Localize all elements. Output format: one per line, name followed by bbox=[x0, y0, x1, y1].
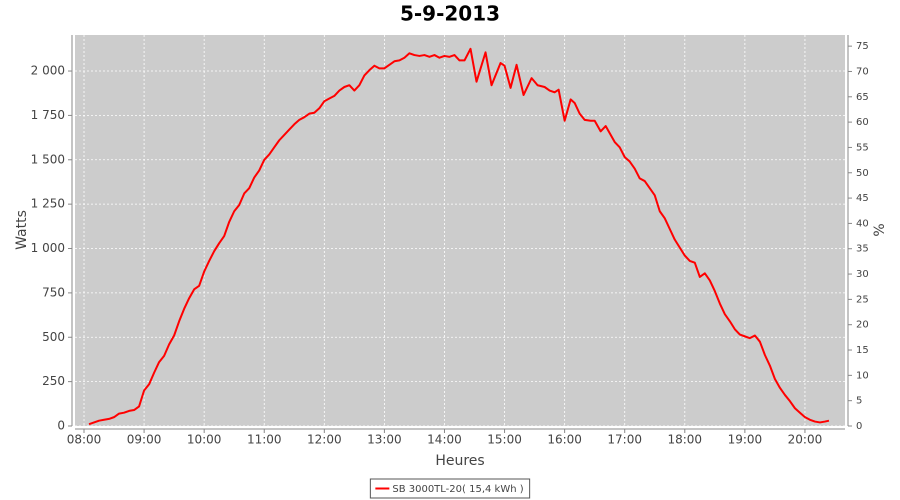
y-tick-label: 750 bbox=[42, 285, 65, 299]
y2-tick-label: 40 bbox=[856, 218, 869, 229]
x-tick-label: 13:00 bbox=[367, 433, 402, 447]
y2-tick-label: 25 bbox=[856, 294, 869, 305]
x-tick-label: 14:00 bbox=[427, 433, 462, 447]
x-tick-label: 08:00 bbox=[67, 433, 102, 447]
y-tick-label: 1 750 bbox=[31, 108, 65, 122]
y-tick-label: 0 bbox=[57, 419, 65, 433]
y2-tick-label: 65 bbox=[856, 92, 869, 103]
y-tick-label: 1 500 bbox=[31, 152, 65, 166]
x-tick-label: 09:00 bbox=[127, 433, 162, 447]
y2-tick-label: 0 bbox=[856, 421, 862, 432]
y2-tick-label: 75 bbox=[856, 41, 869, 52]
y2-tick-label: 45 bbox=[856, 193, 869, 204]
y-tick-label: 1 000 bbox=[31, 241, 65, 255]
y2-tick-label: 35 bbox=[856, 244, 869, 255]
y2-tick-label: 5 bbox=[856, 396, 862, 407]
x-tick-label: 16:00 bbox=[547, 433, 582, 447]
y-tick-label: 2 000 bbox=[31, 64, 65, 78]
y-tick-label: 1 250 bbox=[31, 197, 65, 211]
y2-tick-label: 30 bbox=[856, 269, 869, 280]
plot-area bbox=[75, 35, 845, 426]
legend-box bbox=[369, 478, 531, 499]
x-tick-label: 17:00 bbox=[607, 433, 642, 447]
x-tick-label: 10:00 bbox=[187, 433, 222, 447]
y2-tick-label: 70 bbox=[856, 66, 869, 77]
legend-label: SB 3000TL-20( 15,4 kWh ) bbox=[392, 484, 523, 495]
y2-tick-label: 60 bbox=[856, 117, 869, 128]
series-line bbox=[88, 47, 830, 426]
chart-title: 5-9-2013 bbox=[400, 2, 500, 26]
x-tick-label: 12:00 bbox=[307, 433, 342, 447]
x-tick-label: 20:00 bbox=[788, 433, 823, 447]
y2-tick-label: 15 bbox=[856, 345, 869, 356]
y2-tick-label: 10 bbox=[856, 370, 869, 381]
y2-tick-label: 50 bbox=[856, 168, 869, 179]
y-axis-label: Watts bbox=[14, 210, 30, 250]
y2-tick-label: 20 bbox=[856, 320, 869, 331]
x-tick-label: 11:00 bbox=[247, 433, 282, 447]
y2-axis-label: % bbox=[872, 223, 888, 236]
y-tick-label: 250 bbox=[42, 374, 65, 388]
x-axis-label: Heures bbox=[435, 453, 484, 469]
x-tick-label: 18:00 bbox=[667, 433, 702, 447]
x-tick-label: 15:00 bbox=[487, 433, 522, 447]
y-tick-label: 500 bbox=[42, 330, 65, 344]
x-tick-label: 19:00 bbox=[728, 433, 763, 447]
y2-tick-label: 55 bbox=[856, 142, 869, 153]
